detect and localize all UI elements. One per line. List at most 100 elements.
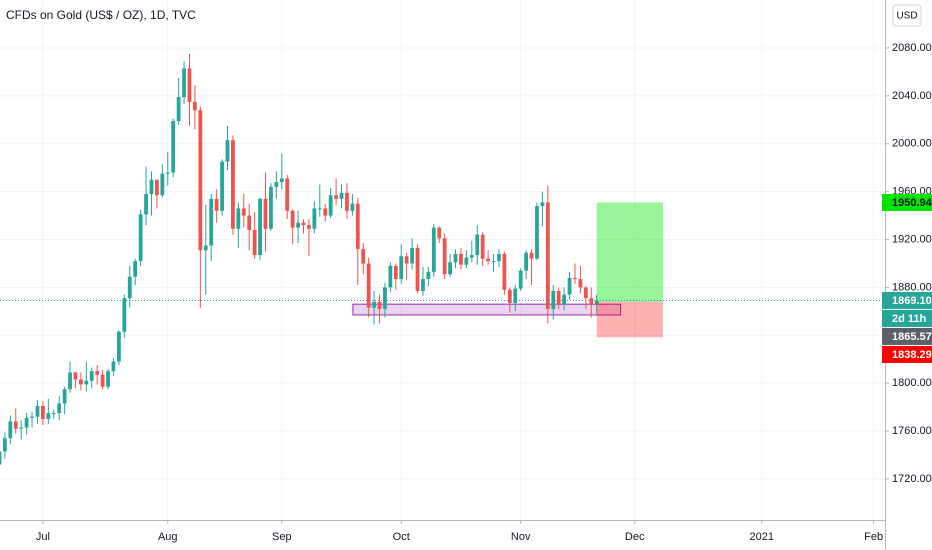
position-stop-zone bbox=[596, 301, 663, 338]
candle-body bbox=[117, 331, 121, 362]
x-tick-label: Dec bbox=[625, 531, 645, 543]
y-tick-label: 1760.00 bbox=[892, 425, 932, 437]
candle-body bbox=[502, 253, 507, 290]
x-tick-label: 2021 bbox=[750, 531, 774, 543]
y-tick-label: 1720.00 bbox=[892, 473, 932, 485]
chart-title: CFDs on Gold (US$ / OZ), 1D, TVC bbox=[6, 8, 196, 22]
y-tick-label: 1800.00 bbox=[892, 377, 932, 389]
candle-body bbox=[19, 427, 24, 429]
candle-body bbox=[57, 403, 62, 414]
candle-body bbox=[231, 140, 235, 229]
candle-body bbox=[252, 229, 257, 256]
candle-body bbox=[334, 195, 338, 199]
candle-body bbox=[540, 202, 545, 207]
candle-body bbox=[263, 198, 268, 229]
x-tick-label: Nov bbox=[511, 531, 531, 543]
candle-body bbox=[198, 110, 203, 251]
price-badge: 1950.94 bbox=[892, 197, 932, 209]
candle-body bbox=[241, 208, 246, 216]
candle-body bbox=[415, 247, 420, 292]
candle-body bbox=[518, 270, 523, 289]
candle-body bbox=[464, 257, 469, 265]
candle-body bbox=[78, 379, 83, 385]
candle-body bbox=[513, 288, 518, 303]
candle-body bbox=[486, 258, 491, 262]
candle-body bbox=[111, 361, 116, 372]
candle-body bbox=[40, 405, 45, 420]
candle-body bbox=[431, 227, 436, 272]
candle-body bbox=[209, 198, 214, 246]
candle-body bbox=[469, 255, 474, 258]
candle-body bbox=[448, 262, 453, 275]
candle-body bbox=[388, 265, 393, 288]
x-tick-label: Oct bbox=[393, 531, 410, 543]
currency-button[interactable] bbox=[892, 4, 922, 27]
y-tick-label: 1920.00 bbox=[892, 233, 932, 245]
candle-body bbox=[480, 234, 485, 259]
countdown-badge-bg bbox=[882, 309, 932, 327]
candle-body bbox=[355, 203, 360, 250]
candle-body bbox=[551, 291, 556, 309]
candle-body bbox=[535, 206, 539, 259]
candle-body bbox=[290, 210, 295, 228]
candle-body bbox=[187, 68, 192, 102]
candle-body bbox=[459, 253, 463, 265]
position-target-zone bbox=[596, 202, 663, 302]
candle-body bbox=[46, 413, 51, 420]
candle-body bbox=[573, 277, 577, 280]
candle-body bbox=[138, 214, 143, 262]
candle-body bbox=[350, 203, 355, 211]
candle-body bbox=[106, 371, 110, 387]
rectangle-drawing bbox=[352, 303, 622, 316]
x-tick-label: Sep bbox=[272, 531, 292, 543]
candle-body bbox=[567, 277, 572, 295]
candle-body bbox=[317, 208, 322, 210]
candle-body bbox=[421, 279, 425, 292]
candle-body bbox=[127, 276, 132, 299]
candle-body bbox=[8, 421, 13, 439]
candle-body bbox=[307, 225, 311, 229]
candle-body bbox=[453, 253, 458, 263]
candle-body bbox=[372, 301, 376, 308]
currency-label[interactable]: USD bbox=[896, 11, 917, 22]
candle-body bbox=[182, 68, 186, 98]
candle-body bbox=[328, 195, 333, 216]
candle-body bbox=[144, 194, 148, 215]
candle-body bbox=[100, 374, 105, 387]
candle-body bbox=[274, 182, 279, 187]
candle-body bbox=[149, 179, 154, 195]
candle-body bbox=[556, 291, 561, 305]
candle-body bbox=[426, 271, 431, 280]
candle-body bbox=[279, 178, 284, 183]
candle-body bbox=[589, 298, 594, 305]
countdown-badge: 2d 11h bbox=[892, 313, 927, 325]
candle-body bbox=[258, 198, 262, 256]
candle-body bbox=[345, 192, 349, 211]
candle-body bbox=[545, 202, 550, 309]
candle-body bbox=[339, 192, 344, 199]
candle-body bbox=[497, 253, 501, 262]
x-tick-label: Feb bbox=[864, 531, 883, 543]
candle-body bbox=[133, 261, 138, 277]
candle-body bbox=[377, 301, 382, 309]
candle-body bbox=[437, 227, 442, 239]
candle-body bbox=[89, 371, 94, 381]
candle-body bbox=[507, 289, 512, 303]
plot-area bbox=[0, 53, 885, 465]
candle-body bbox=[442, 238, 447, 275]
candle-body bbox=[583, 287, 588, 299]
candle-body bbox=[383, 287, 387, 309]
candle-body bbox=[366, 263, 371, 308]
candle-body bbox=[529, 252, 534, 259]
y-tick-label: 1880.00 bbox=[892, 281, 932, 293]
candle-body bbox=[193, 101, 197, 111]
candle-body bbox=[578, 279, 583, 288]
candle-body bbox=[62, 389, 67, 404]
price-badge-bg bbox=[882, 345, 932, 363]
y-tick-label: 2040.00 bbox=[892, 90, 932, 102]
candle-body bbox=[225, 140, 230, 162]
candle-body bbox=[285, 178, 290, 211]
candle-body bbox=[410, 247, 414, 264]
